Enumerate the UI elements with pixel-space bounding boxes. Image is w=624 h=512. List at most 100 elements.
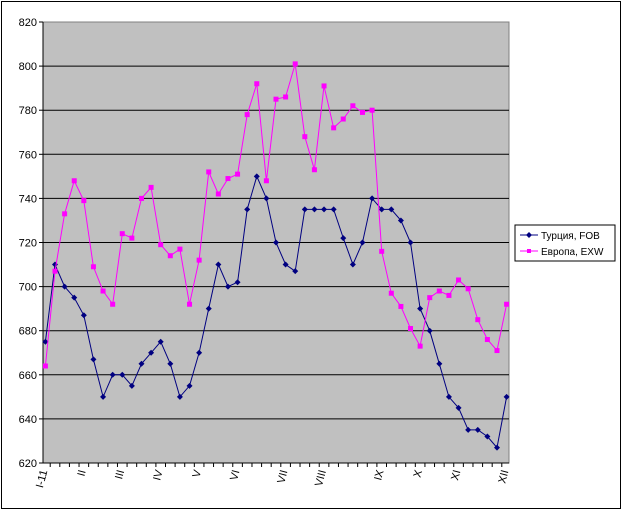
data-point <box>282 261 289 268</box>
data-point <box>100 288 106 294</box>
y-tick-label: 820 <box>19 17 37 29</box>
data-point <box>456 277 462 283</box>
x-tick-label: VIII <box>313 469 329 488</box>
data-point <box>474 426 481 433</box>
data-point <box>176 393 183 400</box>
data-point <box>408 325 414 331</box>
data-point <box>302 134 308 140</box>
data-point <box>397 217 404 224</box>
data-point <box>215 261 222 268</box>
data-point <box>129 235 135 241</box>
data-point <box>234 279 241 286</box>
x-axis: I-11 II III IV V VI VII VIII IX X XI XII <box>34 462 511 490</box>
data-point <box>167 253 173 259</box>
data-point <box>109 371 116 378</box>
data-point <box>263 178 269 184</box>
data-point <box>263 195 270 202</box>
legend-box <box>514 224 616 262</box>
x-tick-label: I-11 <box>34 469 50 490</box>
data-point <box>71 178 77 184</box>
data-point <box>42 338 49 345</box>
data-point <box>436 288 442 294</box>
x-tick-label: IX <box>372 468 386 482</box>
x-tick-label: VI <box>228 469 242 482</box>
data-point <box>349 261 356 268</box>
data-point <box>359 239 366 246</box>
data-point <box>254 81 260 87</box>
data-point <box>283 94 289 100</box>
data-point <box>417 343 423 349</box>
data-point <box>379 248 385 254</box>
data-point <box>52 268 58 274</box>
y-tick-label: 680 <box>19 326 37 338</box>
data-point <box>253 173 260 180</box>
data-point <box>455 404 462 411</box>
data-point <box>244 112 250 118</box>
data-point <box>427 295 433 301</box>
y-tick-label: 760 <box>19 149 37 161</box>
x-tick-label: II <box>76 469 89 478</box>
data-point <box>196 257 202 263</box>
y-tick-label: 620 <box>19 458 37 470</box>
data-point <box>369 107 375 113</box>
data-point <box>273 96 279 102</box>
data-point <box>340 235 347 242</box>
data-point <box>484 337 490 343</box>
data-point <box>407 239 414 246</box>
data-point <box>81 198 87 204</box>
data-point <box>215 191 221 197</box>
x-tick-label: IV <box>151 468 165 482</box>
data-point <box>311 167 317 173</box>
x-tick-label: V <box>191 468 205 479</box>
y-tick-label: 700 <box>19 282 37 294</box>
data-point <box>504 301 510 307</box>
data-point <box>398 303 404 309</box>
data-point <box>378 206 385 213</box>
y-tick-label: 780 <box>19 105 37 117</box>
x-tick-label: X <box>412 468 426 479</box>
data-point <box>148 184 154 190</box>
data-point <box>90 264 96 270</box>
y-tick-label: 740 <box>19 193 37 205</box>
data-point <box>80 312 87 319</box>
data-point <box>206 169 212 175</box>
data-point <box>330 206 337 213</box>
y-axis: 620 640 660 680 700 720 740 760 780 800 820 <box>19 17 44 470</box>
data-point <box>475 317 481 323</box>
y-tick-label: 720 <box>19 238 37 250</box>
data-point <box>292 268 299 275</box>
data-point <box>224 283 231 290</box>
legend-marker-europe <box>527 249 531 253</box>
data-point <box>494 348 500 354</box>
x-tick-label: III <box>113 469 127 481</box>
data-point <box>321 83 327 89</box>
data-point <box>62 211 68 217</box>
data-point <box>426 327 433 334</box>
legend-label-europe: Европа, EXW <box>541 247 604 258</box>
data-point <box>493 444 500 451</box>
data-point <box>465 426 472 433</box>
data-point <box>331 125 337 131</box>
y-tick-label: 660 <box>19 370 37 382</box>
x-tick-label: XII <box>496 469 511 485</box>
data-point <box>446 292 452 298</box>
data-point <box>388 290 394 296</box>
x-tick-label: VII <box>275 469 290 485</box>
legend: Турция, FOB Европа, EXW <box>514 224 616 262</box>
data-point <box>321 206 328 213</box>
data-point <box>301 206 308 213</box>
data-point <box>119 371 126 378</box>
y-tick-label: 640 <box>19 414 37 426</box>
data-point <box>186 382 193 389</box>
data-point <box>42 363 48 369</box>
data-point <box>445 393 452 400</box>
series-layer <box>42 61 510 451</box>
data-point <box>359 109 365 115</box>
data-point <box>71 294 78 301</box>
data-point <box>350 103 356 109</box>
legend-label-turkey: Турция, FOB <box>541 231 600 242</box>
data-point <box>388 206 395 213</box>
data-point <box>100 393 107 400</box>
data-point <box>311 206 318 213</box>
